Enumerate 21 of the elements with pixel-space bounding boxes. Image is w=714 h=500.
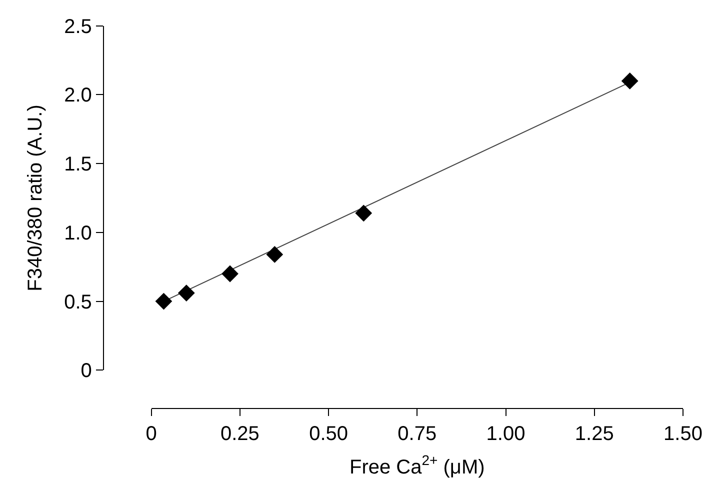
y-tick-label: 0.5 bbox=[64, 291, 92, 314]
x-axis-title: Free Ca$^{2+}$ (μM) bbox=[350, 452, 485, 478]
x-tick-label: 0.25 bbox=[220, 423, 260, 445]
x-tick-label: 0.50 bbox=[309, 423, 348, 445]
point bbox=[222, 265, 238, 282]
y-tick-label: 2.0 bbox=[64, 84, 92, 107]
y-tick-label: 1.5 bbox=[64, 154, 92, 176]
y-tick-label: 0 bbox=[80, 360, 92, 382]
point bbox=[621, 72, 638, 90]
y-tick-label: 2.5 bbox=[64, 16, 92, 38]
x-tick-label: 1.50 bbox=[664, 423, 702, 445]
y-axis-title: F340/380 ratio (A.U.) bbox=[24, 104, 47, 292]
point bbox=[355, 204, 372, 222]
y-tick-label: 1.0 bbox=[64, 222, 92, 244]
x-tick-label: 1.25 bbox=[574, 423, 614, 445]
x-tick-label: 0.75 bbox=[398, 423, 437, 445]
point bbox=[155, 292, 172, 310]
x-tick-label: 0 bbox=[146, 423, 157, 445]
point bbox=[178, 284, 195, 302]
point bbox=[266, 246, 284, 263]
x-tick-label: 1.00 bbox=[486, 423, 526, 445]
